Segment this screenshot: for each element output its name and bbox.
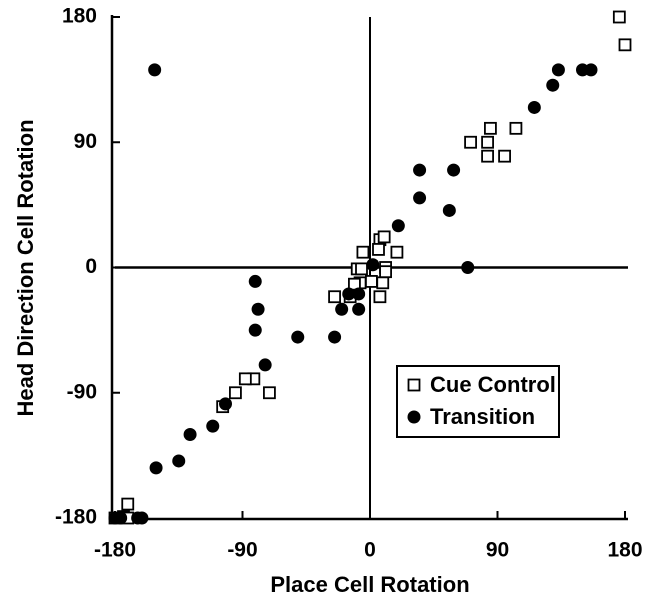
y-tick-label: 90 <box>74 130 97 153</box>
point <box>498 149 511 163</box>
point <box>291 330 305 344</box>
point <box>114 511 128 525</box>
point <box>248 274 262 288</box>
point <box>335 302 349 316</box>
point <box>328 330 342 344</box>
point <box>172 454 186 468</box>
point <box>342 287 356 301</box>
point <box>356 245 370 259</box>
point <box>390 245 404 259</box>
point <box>121 497 135 511</box>
x-tick-label: -90 <box>227 539 257 562</box>
point <box>379 265 392 279</box>
point <box>442 203 456 217</box>
point <box>365 275 378 288</box>
point <box>372 243 385 256</box>
point <box>584 63 598 77</box>
y-tick-label: -180 <box>55 506 97 529</box>
point <box>373 290 387 304</box>
point <box>481 149 494 163</box>
point <box>551 63 565 77</box>
point <box>366 258 380 272</box>
point <box>148 63 162 77</box>
point <box>413 191 427 205</box>
point <box>352 302 366 316</box>
point <box>413 163 427 177</box>
point <box>461 261 475 274</box>
point <box>481 135 494 149</box>
x-tick-label: -180 <box>94 539 136 562</box>
point <box>546 78 560 92</box>
x-tick-label: 180 <box>607 539 642 562</box>
point <box>219 397 232 411</box>
x-tick-label: 90 <box>486 539 509 562</box>
point <box>206 419 220 433</box>
point <box>248 323 262 337</box>
y-tick-label: 180 <box>62 5 97 28</box>
point <box>263 386 276 400</box>
legend-label: Cue Control <box>430 372 556 397</box>
point <box>484 121 497 135</box>
point <box>238 372 252 386</box>
legend-box <box>396 365 560 438</box>
point <box>527 100 541 114</box>
x-axis-label: Place Cell Rotation <box>270 572 469 597</box>
point <box>355 262 368 276</box>
point <box>376 276 390 290</box>
y-tick-label: 0 <box>85 255 97 278</box>
point <box>377 230 391 244</box>
legend-marker <box>407 410 421 424</box>
y-axis-label: Head Direction Cell Rotation <box>13 119 38 416</box>
point <box>464 135 477 149</box>
point <box>251 302 265 316</box>
point <box>258 358 272 372</box>
point <box>612 10 626 24</box>
x-tick-label: 0 <box>364 539 376 562</box>
legend-label: Transition <box>430 404 535 429</box>
legend-marker <box>407 378 421 392</box>
point <box>509 121 523 135</box>
point <box>183 428 197 441</box>
point <box>447 163 461 177</box>
point <box>352 287 366 301</box>
point <box>149 461 163 475</box>
point <box>618 38 632 52</box>
y-tick-label: -90 <box>67 380 97 403</box>
point <box>328 290 341 304</box>
point <box>229 386 242 400</box>
point <box>131 511 145 525</box>
point <box>391 219 405 233</box>
